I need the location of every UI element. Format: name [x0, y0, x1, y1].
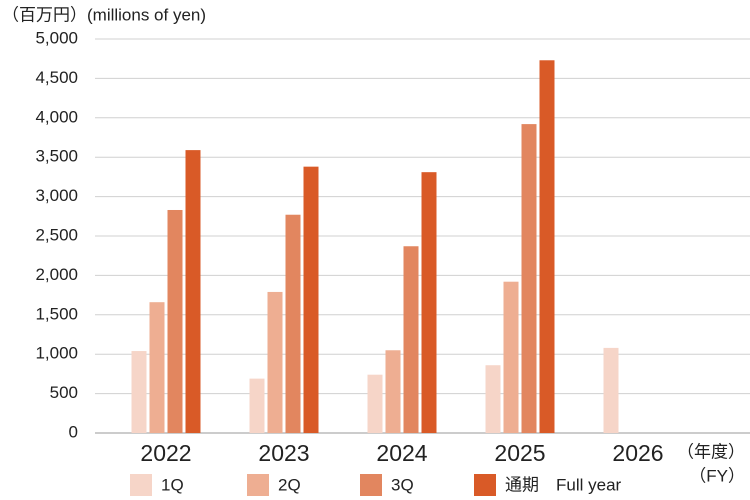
legend-swatch: [474, 474, 496, 496]
bar: [403, 246, 419, 433]
x-tick-label: 2025: [494, 440, 545, 466]
x-tick-label: 2026: [612, 440, 663, 466]
bar: [149, 302, 165, 433]
y-axis-label: （百万円）(millions of yen): [2, 5, 206, 24]
y-tick-label: 4,000: [35, 107, 78, 126]
y-tick-label: 2,000: [35, 265, 78, 284]
bar: [421, 172, 437, 433]
bar: [603, 347, 619, 433]
legend-swatch: [247, 474, 269, 496]
legend-label: 1Q: [161, 475, 184, 494]
y-tick-label: 500: [50, 383, 78, 402]
y-tick-label: 4,500: [35, 68, 78, 87]
bar: [249, 378, 265, 433]
bar: [131, 351, 147, 433]
x-axis-label: （FY）: [689, 466, 745, 485]
x-tick-label: 2022: [140, 440, 191, 466]
legend-swatch: [130, 474, 152, 496]
bar: [503, 281, 519, 433]
y-tick-label: 3,000: [35, 186, 78, 205]
legend-label: 3Q: [391, 475, 414, 494]
bar: [285, 214, 301, 433]
y-tick-label: 1,500: [35, 304, 78, 323]
bar: [539, 60, 555, 433]
bar: [303, 166, 319, 433]
x-tick-label: 2024: [376, 440, 427, 466]
bar: [167, 209, 183, 433]
legend-label: 2Q: [278, 475, 301, 494]
x-axis-label: （年度）: [677, 442, 745, 461]
y-tick-label: 2,500: [35, 225, 78, 244]
y-tick-label: 0: [69, 422, 78, 441]
legend-label: 通期 Full year: [505, 475, 622, 494]
bar: [485, 365, 501, 433]
x-tick-label: 2023: [258, 440, 309, 466]
y-tick-label: 3,500: [35, 147, 78, 166]
y-tick-label: 1,000: [35, 344, 78, 363]
y-tick-label: 5,000: [35, 28, 78, 47]
bar: [185, 150, 201, 433]
legend-swatch: [360, 474, 382, 496]
bar: [267, 291, 283, 433]
bar: [385, 350, 401, 433]
bar: [521, 124, 537, 433]
bar: [367, 374, 383, 433]
